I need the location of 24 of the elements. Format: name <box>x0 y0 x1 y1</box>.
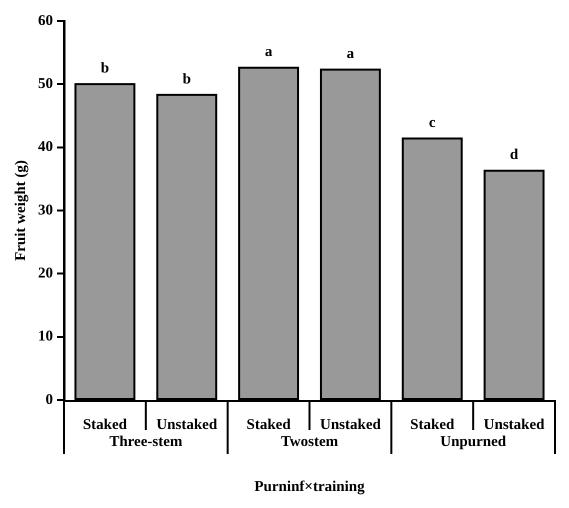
data-label: a <box>264 44 273 60</box>
y-axis-title: Fruit weight (g) <box>12 160 29 261</box>
y-tick-label: 10 <box>38 328 53 345</box>
y-tick-label: 30 <box>38 202 53 218</box>
y-tick-label: 60 <box>38 12 53 29</box>
y-tick-label: 40 <box>38 139 53 156</box>
data-label: b <box>182 71 191 88</box>
data-label: a <box>346 46 355 62</box>
data-label: b <box>100 60 110 77</box>
x-tick-label: Staked <box>246 416 292 433</box>
data-label: c <box>428 114 436 131</box>
x-tick-label: Unstaked <box>156 416 218 433</box>
text: Unpurned <box>440 434 507 450</box>
text: Three-stem <box>109 434 183 450</box>
y-tick-label: 20 <box>38 266 53 282</box>
x-tick-label: Staked <box>410 416 455 433</box>
x-axis-title: Purninf×training <box>254 478 366 495</box>
text: Twostem <box>280 434 339 450</box>
y-tick-label: 0 <box>46 392 53 408</box>
x-tick-label: Unstaked <box>320 416 382 433</box>
y-tick-label: 50 <box>38 76 53 92</box>
x-tick-label: Unstaked <box>484 416 546 433</box>
data-label: d <box>510 147 519 164</box>
x-tick-label: Staked <box>82 416 128 433</box>
